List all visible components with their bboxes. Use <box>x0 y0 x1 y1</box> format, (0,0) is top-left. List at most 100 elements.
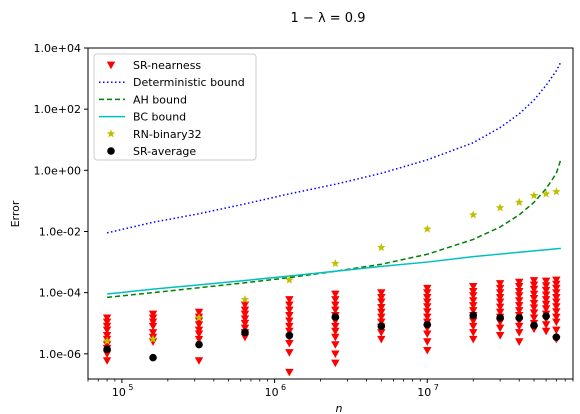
sr-nearness-point <box>541 321 551 329</box>
sr-nearness-point <box>423 303 432 311</box>
sr-nearness-point <box>377 318 386 327</box>
sr-nearness-point <box>552 318 561 327</box>
sr-nearness-point <box>469 283 478 291</box>
sr-nearness-point <box>148 329 158 337</box>
sr-nearness-point <box>377 329 386 337</box>
sr-nearness-point <box>194 308 204 317</box>
sr-nearness-point <box>529 281 539 290</box>
sr-nearness-point <box>148 314 158 323</box>
sr-nearness-point <box>240 333 250 342</box>
sr-nearness-point <box>515 302 524 310</box>
x-tick-label: 10 <box>417 386 431 399</box>
sr-nearness-point <box>495 284 505 293</box>
sr-nearness-point <box>377 308 386 317</box>
sr-nearness-point <box>240 315 250 323</box>
sr-nearness-point <box>285 349 294 357</box>
sr-nearness-point <box>515 322 524 331</box>
sr-nearness-point <box>331 327 340 336</box>
sr-nearness-point <box>469 302 478 310</box>
sr-nearness-point <box>541 296 551 304</box>
sr-average-point <box>285 331 294 340</box>
sr-nearness-point <box>285 322 294 331</box>
sr-nearness-point <box>469 329 478 337</box>
sr-nearness-point <box>240 310 250 319</box>
sr-nearness-point <box>102 322 112 331</box>
sr-nearness-point <box>541 291 551 300</box>
sr-nearness-point <box>469 288 478 296</box>
sr-nearness-point <box>529 314 539 323</box>
rn-binary32-point <box>468 210 478 219</box>
sr-nearness-point <box>148 318 158 327</box>
sr-nearness-point <box>331 296 340 304</box>
sr-nearness-point <box>423 294 432 302</box>
sr-nearness-point <box>423 346 432 355</box>
sr-nearness-point <box>495 298 505 307</box>
sr-nearness-point <box>423 308 432 316</box>
sr-average-point <box>423 320 432 329</box>
sr-nearness-point <box>541 327 551 336</box>
series-sr-nearness <box>102 276 561 377</box>
x-tick-exponent: 6 <box>281 383 286 392</box>
y-tick-label: 1.0e+02 <box>34 103 81 116</box>
y-axis: 1.0e-06 1.0e-04 1.0e-02 1.0e+00 1.0e+02 1.0e+… <box>34 42 88 361</box>
sr-nearness-point <box>423 330 432 339</box>
rn-binary32-point <box>541 189 551 198</box>
legend-label: RN-binary32 <box>133 128 202 141</box>
sr-nearness-point <box>285 312 294 320</box>
sr-nearness-point <box>552 326 561 335</box>
sr-nearness-point <box>423 289 432 297</box>
sr-nearness-point <box>552 284 561 293</box>
sr-nearness-point <box>495 332 505 340</box>
sr-nearness-point <box>469 307 478 315</box>
sr-nearness-point <box>469 322 478 331</box>
x-tick-exponent: 7 <box>434 383 439 392</box>
sr-nearness-point <box>331 322 340 331</box>
sr-nearness-point <box>285 327 294 336</box>
sr-nearness-point <box>102 326 112 335</box>
sr-nearness-point <box>148 338 158 346</box>
sr-nearness-point <box>515 292 524 300</box>
legend-marker-sr-average <box>107 147 115 155</box>
sr-nearness-point <box>515 329 524 337</box>
rn-binary32-point <box>423 224 432 233</box>
sr-nearness-point <box>423 284 432 293</box>
series-rn-binary32 <box>102 187 561 345</box>
sr-nearness-point <box>495 303 505 312</box>
sr-nearness-point <box>529 285 539 294</box>
sr-nearness-point <box>331 341 340 349</box>
sr-nearness-point <box>423 338 432 346</box>
sr-nearness-point <box>377 289 386 297</box>
series-layer <box>102 61 562 377</box>
rn-binary32-point <box>495 203 505 212</box>
y-tick-label: 1.0e-06 <box>39 348 81 361</box>
sr-nearness-point <box>377 335 386 344</box>
sr-nearness-point <box>552 298 561 307</box>
sr-nearness-point <box>194 335 204 344</box>
sr-nearness-point <box>194 326 204 335</box>
sr-nearness-point <box>515 338 524 346</box>
sr-nearness-point <box>541 282 551 290</box>
sr-nearness-point <box>194 317 204 326</box>
x-tick-label: 10 <box>112 386 126 399</box>
legend-label: Deterministic bound <box>133 76 245 89</box>
sr-nearness-point <box>331 306 340 315</box>
sr-average-point <box>377 322 386 330</box>
y-axis-label: Error <box>9 200 22 227</box>
sr-nearness-point <box>377 298 386 307</box>
sr-average-point <box>241 328 249 337</box>
sr-nearness-point <box>469 297 478 305</box>
rn-binary32-point <box>529 191 539 200</box>
rn-binary32-point <box>552 187 561 196</box>
sr-average-point <box>552 333 561 341</box>
sr-nearness-point <box>331 350 340 359</box>
sr-nearness-point <box>377 304 386 312</box>
bc-bound-line <box>107 247 561 295</box>
sr-nearness-point <box>102 357 112 365</box>
sr-nearness-point <box>541 286 551 295</box>
series-deterministic-bound <box>106 61 562 234</box>
legend-label: SR-average <box>133 145 196 158</box>
legend-label: SR-nearness <box>133 59 201 72</box>
legend-marker-rn-binary32 <box>106 129 116 138</box>
sr-nearness-point <box>552 276 561 285</box>
sr-nearness-point <box>194 357 204 365</box>
